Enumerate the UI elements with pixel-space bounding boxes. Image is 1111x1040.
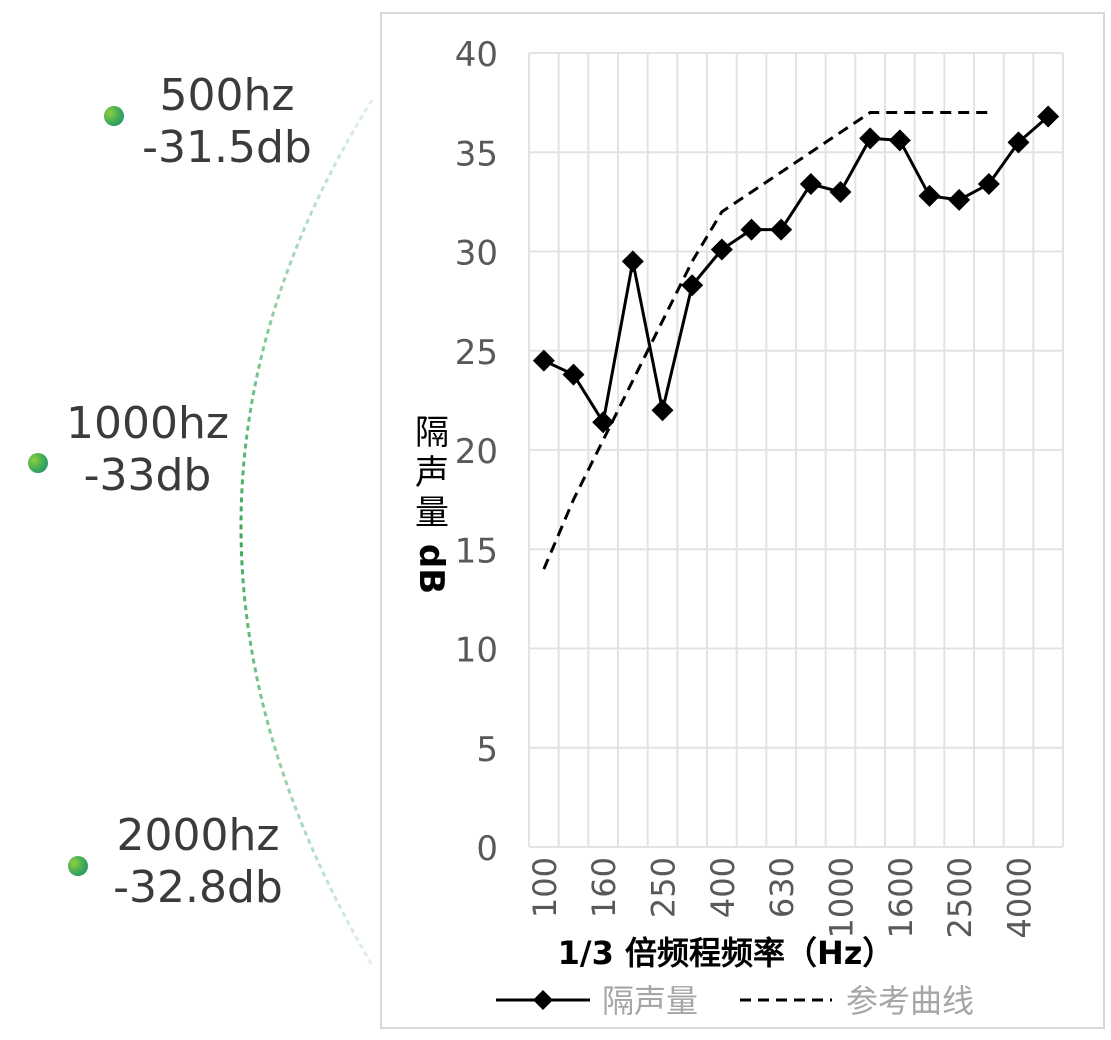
data-point-marker [592, 411, 615, 434]
callout-db: -33db [83, 449, 212, 501]
y-tick-label: 40 [455, 35, 498, 75]
x-tick-label: 1600 [882, 857, 920, 938]
callout-dot [104, 106, 124, 126]
data-point-marker [1007, 131, 1030, 154]
data-point-marker [1037, 105, 1060, 128]
sound-insulation-chart: 0 5 10 15 20 25 30 35 40 100 160 250 400 630 1000 1600 2… [411, 35, 1064, 1020]
y-axis-label: 隔声量 [415, 413, 449, 533]
callout-dot [68, 856, 88, 876]
y-tick-label: 5 [476, 730, 498, 770]
data-point-marker [621, 250, 644, 273]
y-tick-label: 15 [455, 531, 498, 571]
x-axis-label: 1/3 倍频程频率（Hz） [558, 934, 895, 972]
data-point-marker [740, 218, 763, 241]
x-tick-label: 2500 [941, 857, 979, 938]
callout-freq: 500hz [159, 70, 295, 121]
data-point-marker [977, 173, 1000, 196]
callout-db: -31.5db [142, 121, 312, 173]
x-tick-label: 100 [526, 857, 564, 918]
chart-frame [380, 12, 1105, 1029]
y-tick-label: 35 [455, 134, 498, 174]
y-tick-label: 30 [455, 234, 498, 274]
legend-label-reference: 参考曲线 [846, 982, 974, 1020]
data-point-marker [799, 173, 822, 196]
callout-db: -32.8db [113, 861, 283, 913]
data-point-marker [948, 188, 971, 211]
y-tick-label: 25 [455, 333, 498, 373]
callout-freq: 2000hz [116, 810, 280, 861]
callout-dot [28, 453, 48, 473]
data-point-marker [770, 218, 793, 241]
data-point-marker [532, 349, 555, 372]
data-point-marker [859, 127, 882, 150]
x-tick-label: 250 [645, 857, 683, 918]
callout-2000hz: 2000hz -32.8db [98, 810, 298, 914]
x-tick-label: 1000 [823, 857, 861, 938]
y-tick-label: 0 [476, 829, 498, 869]
data-point-marker [918, 184, 941, 207]
x-tick-label: 4000 [1001, 857, 1039, 938]
x-tick-label: 400 [704, 857, 742, 918]
data-point-marker [681, 274, 704, 297]
y-tick-label: 20 [455, 432, 498, 472]
connector-arc [239, 99, 374, 966]
callout-500hz: 500hz -31.5db [122, 70, 332, 174]
x-tick-label: 630 [763, 857, 801, 918]
legend-label-insulation: 隔声量 [602, 982, 698, 1020]
callout-1000hz: 1000hz -33db [55, 398, 240, 502]
legend-marker-insulation [533, 990, 553, 1010]
data-point-marker [651, 399, 674, 422]
data-point-marker [829, 180, 852, 203]
x-tick-label: 160 [585, 857, 623, 918]
y-tick-label: 10 [455, 631, 498, 671]
callout-freq: 1000hz [66, 398, 229, 449]
series-line-reference [542, 111, 989, 570]
data-point-marker [888, 129, 911, 152]
y-axis-unit: dB [411, 544, 451, 594]
data-point-marker [710, 238, 733, 261]
data-point-marker [562, 363, 585, 386]
